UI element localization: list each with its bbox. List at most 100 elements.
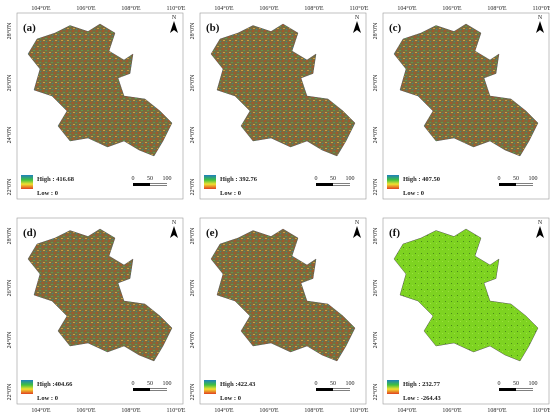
panel-label: (d) (23, 227, 37, 239)
longitude-label: 108°0'E (487, 407, 506, 414)
scale-label: 100 (529, 381, 538, 387)
map-panel: (f) 104°0'E 106°0'E 108°0'E 110°0'E 28°0'N 26°… (372, 217, 550, 414)
longitude-label: 110°0'E (350, 407, 369, 414)
scale-bar-half (516, 388, 533, 391)
longitude-label: 106°0'E (76, 5, 95, 12)
latitude-label: 22°0'N (189, 178, 196, 195)
scale-label: 0 (132, 381, 135, 387)
panel-label: (c) (389, 22, 402, 34)
map-panel: (d) 104°0'E 106°0'E 108°0'E 110°0'E 28°0'N 26°… (6, 217, 186, 414)
longitude-label: 104°0'E (31, 5, 50, 12)
longitude-label: 108°0'E (121, 5, 140, 12)
region-map (27, 228, 173, 362)
legend-ramp (204, 380, 216, 394)
longitude-label: 104°0'E (214, 5, 233, 12)
longitude-label: 110°0'E (167, 407, 186, 414)
scale-label: 0 (315, 381, 318, 387)
scale-label: 100 (163, 381, 172, 387)
latitude-label: 28°0'N (6, 227, 13, 244)
latitude-label: 28°0'N (189, 227, 196, 244)
longitude-label: 110°0'E (350, 5, 369, 12)
latitude-label: 26°0'N (189, 279, 196, 296)
north-label: N (355, 15, 360, 21)
longitude-label: 104°0'E (31, 407, 50, 414)
north-label: N (172, 220, 177, 226)
longitude-label: 110°0'E (167, 5, 186, 12)
panel-frame (16, 217, 184, 405)
latitude-label: 26°0'N (372, 279, 379, 296)
longitude-label: 104°0'E (214, 407, 233, 414)
legend-ramp (21, 175, 33, 189)
scale-bar-half (150, 183, 167, 186)
latitude-label: 22°0'N (6, 178, 13, 195)
latitude-label: 24°0'N (6, 126, 13, 143)
longitude-label: 108°0'E (304, 407, 323, 414)
latitude-label: 24°0'N (189, 331, 196, 348)
latitude-label: 26°0'N (6, 74, 13, 91)
north-label: N (172, 15, 177, 21)
latitude-label: 28°0'N (189, 22, 196, 39)
scale-label: 50 (147, 381, 153, 387)
scale-label: 50 (513, 176, 519, 182)
latitude-label: 22°0'N (189, 383, 196, 400)
legend-ramp (21, 380, 33, 394)
latitude-label: 28°0'N (372, 227, 379, 244)
legend-low: Low : 0 (37, 395, 58, 402)
map-panel: (c) 104°0'E 106°0'E 108°0'E 110°0'E 28°0'N 26°… (372, 5, 550, 200)
latitude-label: 24°0'N (372, 331, 379, 348)
longitude-label: 104°0'E (397, 407, 416, 414)
scale-label: 0 (498, 381, 501, 387)
longitude-label: 108°0'E (121, 407, 140, 414)
latitude-label: 22°0'N (372, 383, 379, 400)
longitude-label: 106°0'E (259, 5, 278, 12)
scale-bar-half (516, 183, 533, 186)
scale-bar-half (333, 388, 350, 391)
north-label: N (355, 220, 360, 226)
legend-ramp (204, 175, 216, 189)
latitude-label: 24°0'N (372, 126, 379, 143)
longitude-label: 110°0'E (533, 407, 550, 414)
panel-label: (b) (206, 22, 220, 34)
legend-low: Low : 0 (220, 395, 241, 402)
scale-bar-half (150, 388, 167, 391)
scale-label: 100 (346, 381, 355, 387)
longitude-label: 104°0'E (397, 5, 416, 12)
legend-ramp (387, 175, 399, 189)
longitude-label: 106°0'E (442, 407, 461, 414)
region-map (393, 23, 539, 157)
legend-low: Low : -264.43 (403, 395, 441, 402)
region-map (27, 23, 173, 157)
latitude-label: 24°0'N (6, 331, 13, 348)
latitude-label: 28°0'N (372, 22, 379, 39)
panel-frame (199, 12, 367, 200)
legend-high: High :404.66 (37, 381, 73, 388)
longitude-label: 108°0'E (304, 5, 323, 12)
scale-label: 0 (498, 176, 501, 182)
latitude-label: 26°0'N (189, 74, 196, 91)
longitude-label: 106°0'E (76, 407, 95, 414)
latitude-label: 22°0'N (6, 383, 13, 400)
legend-high: High : 416.68 (37, 176, 75, 183)
longitude-label: 106°0'E (259, 407, 278, 414)
north-label: N (538, 220, 543, 226)
latitude-label: 22°0'N (372, 178, 379, 195)
longitude-label: 110°0'E (533, 5, 550, 12)
legend-low: Low : 0 (37, 190, 58, 197)
map-panel: (a) 104°0'E 106°0'E 108°0'E 110°0'E 28°0'N 26°… (6, 5, 186, 200)
legend-low: Low : 0 (220, 190, 241, 197)
region-map (393, 228, 539, 362)
scale-label: 0 (132, 176, 135, 182)
panel-frame (199, 217, 367, 405)
scale-label: 50 (330, 176, 336, 182)
scale-label: 50 (330, 381, 336, 387)
latitude-label: 28°0'N (6, 22, 13, 39)
longitude-label: 108°0'E (487, 5, 506, 12)
region-map (210, 23, 356, 157)
region-map (210, 228, 356, 362)
map-panel: (b) 104°0'E 106°0'E 108°0'E 110°0'E 28°0'N 26°… (189, 5, 369, 200)
scale-bar-half (333, 183, 350, 186)
legend-high: High : 232.77 (403, 381, 441, 388)
north-arrow (353, 226, 361, 238)
latitude-label: 24°0'N (189, 126, 196, 143)
